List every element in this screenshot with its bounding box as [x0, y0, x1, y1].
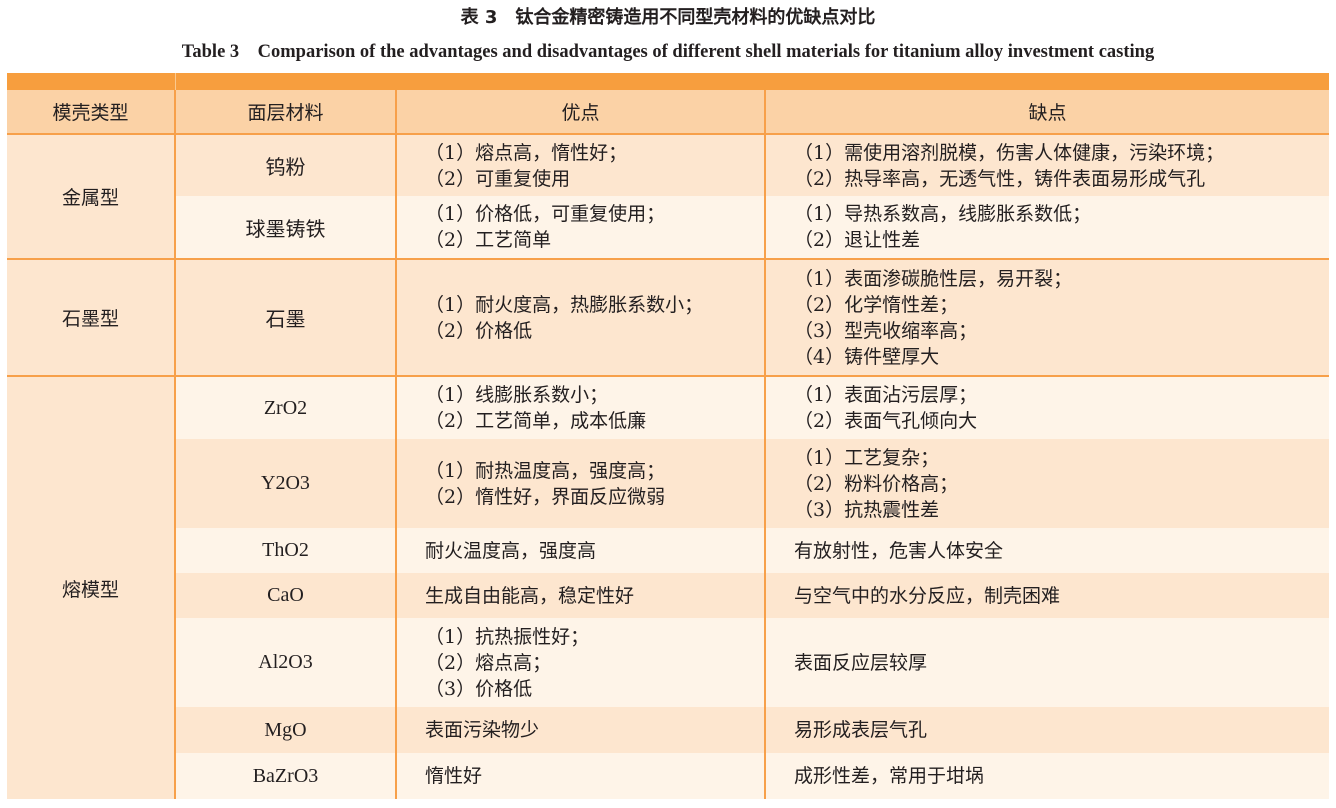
- advantage-line: （1）熔点高，惰性好；: [425, 141, 628, 164]
- top-bar-divider: [175, 73, 176, 90]
- header-row: 模壳类型 面层材料 优点 缺点: [7, 90, 1329, 135]
- face-material-cell: ZrO2: [174, 375, 397, 439]
- advantage-line: 生成自由能高，稳定性好: [425, 584, 635, 607]
- disadvantages-cell: 成形性差，常用于坩埚: [764, 753, 1329, 799]
- face-material-cell: ThO2: [175, 528, 397, 573]
- face-material-cell: 钨粉: [174, 134, 397, 196]
- table-row: 球墨铸铁 （1）价格低，可重复使用； （2）工艺简单 （1）导热系数高，线膨胀系数低；…: [7, 196, 1329, 259]
- advantages-cell: 耐火温度高，强度高: [395, 528, 766, 573]
- advantages-cell: （1）价格低，可重复使用； （2）工艺简单: [395, 196, 766, 259]
- table-top-bar: [7, 73, 1329, 90]
- disadvantage-line: （3）型壳收缩率高；: [794, 319, 978, 342]
- shell-type-cell: 金属型: [7, 134, 176, 259]
- advantages-cell: （1）抗热振性好； （2）熔点高； （3）价格低: [395, 618, 766, 707]
- advantage-line: （1）抗热振性好；: [425, 625, 590, 648]
- header-face-material: 面层材料: [174, 90, 397, 135]
- disadvantage-line: （2）退让性差: [794, 229, 921, 251]
- disadvantages-cell: 表面反应层较厚: [764, 618, 1329, 707]
- advantage-line: （2）熔点高；: [425, 651, 552, 674]
- advantages-cell: （1）耐热温度高，强度高； （2）惰性好，界面反应微弱: [395, 439, 766, 528]
- disadvantage-line: 有放射性，危害人体安全: [794, 539, 1004, 562]
- disadvantages-cell: （1）表面沾污层厚； （2）表面气孔倾向大: [764, 375, 1329, 439]
- table-row: BaZrO3 惰性好 成形性差，常用于坩埚: [7, 753, 1329, 799]
- disadvantages-cell: 与空气中的水分反应，制壳困难: [764, 573, 1329, 618]
- disadvantage-line: （1）需使用溶剂脱模，伤害人体健康，污染环境；: [794, 141, 1225, 164]
- table-row: Al2O3 （1）抗热振性好； （2）熔点高； （3）价格低 表面反应层较厚: [7, 618, 1329, 707]
- disadvantage-line: （1）表面沾污层厚；: [794, 384, 978, 406]
- advantage-line: （1）线膨胀系数小；: [425, 384, 609, 406]
- advantage-line: （2）惰性好，界面反应微弱: [425, 485, 666, 508]
- advantage-line: （1）耐热温度高，强度高；: [425, 459, 666, 482]
- disadvantages-cell: （1）表面渗碳脆性层，易开裂； （2）化学惰性差； （3）型壳收缩率高； （4）铸件壁…: [764, 258, 1329, 376]
- table-row: Y2O3 （1）耐热温度高，强度高； （2）惰性好，界面反应微弱 （1）工艺复杂； （2…: [7, 439, 1329, 528]
- advantages-cell: 惰性好: [395, 753, 766, 799]
- disadvantage-line: 成形性差，常用于坩埚: [794, 765, 985, 787]
- disadvantage-line: （2）化学惰性差；: [794, 293, 959, 316]
- disadvantage-line: （2）热导率高，无透气性，铸件表面易形成气孔: [794, 167, 1206, 190]
- disadvantage-line: （4）铸件壁厚大: [794, 345, 940, 368]
- face-material-cell: Al2O3: [175, 618, 397, 707]
- advantage-line: （1）价格低，可重复使用；: [425, 203, 666, 225]
- disadvantage-line: （2）表面气孔倾向大: [794, 410, 978, 432]
- disadvantage-line: 易形成表层气孔: [794, 719, 928, 741]
- disadvantage-line: （1）表面渗碳脆性层，易开裂；: [794, 267, 1073, 290]
- advantage-line: （2）工艺简单: [425, 229, 552, 251]
- face-material-cell: MgO: [175, 707, 397, 753]
- header-disadvantages: 缺点: [764, 90, 1329, 135]
- disadvantages-cell: （1）需使用溶剂脱模，伤害人体健康，污染环境； （2）热导率高，无透气性，铸件表面…: [764, 134, 1329, 196]
- advantage-line: （2）可重复使用: [425, 167, 571, 190]
- shell-type-cell: 熔模型: [7, 375, 176, 799]
- table-row: MgO 表面污染物少 易形成表层气孔: [7, 707, 1329, 753]
- advantages-cell: （1）耐火度高，热膨胀系数小； （2）价格低: [395, 258, 766, 376]
- disadvantages-cell: （1）导热系数高，线膨胀系数低； （2）退让性差: [764, 196, 1329, 259]
- disadvantages-cell: （1）工艺复杂； （2）粉料价格高； （3）抗热震性差: [764, 439, 1329, 528]
- table-row: 熔模型 ZrO2 （1）线膨胀系数小； （2）工艺简单，成本低廉 （1）表面沾污层厚；（…: [7, 375, 1329, 799]
- face-material-cell: CaO: [175, 573, 397, 618]
- disadvantage-line: （2）粉料价格高；: [794, 472, 959, 495]
- advantages-cell: （1）熔点高，惰性好； （2）可重复使用: [395, 134, 766, 196]
- face-material-cell: 石墨: [174, 258, 397, 376]
- table-body: 金属型 钨粉 （1）熔点高，惰性好； （2）可重复使用 （1）需使用溶剂脱模，伤害人体健…: [7, 134, 1329, 799]
- advantage-line: 耐火温度高，强度高: [425, 539, 597, 562]
- face-material-cell: 球墨铸铁: [175, 196, 397, 259]
- comparison-table: 模壳类型 面层材料 优点 缺点 金属型 钨粉 （1）熔点高，惰性好； （2）可重复使用…: [7, 90, 1329, 799]
- header-shell-type: 模壳类型: [7, 90, 176, 135]
- advantage-line: 表面污染物少: [425, 719, 540, 741]
- disadvantage-line: （1）工艺复杂；: [794, 446, 940, 469]
- disadvantage-line: 表面反应层较厚: [794, 651, 928, 674]
- table-row: CaO 生成自由能高，稳定性好 与空气中的水分反应，制壳困难: [7, 573, 1329, 618]
- advantage-line: （1）耐火度高，热膨胀系数小；: [425, 293, 704, 316]
- disadvantage-line: （3）抗热震性差: [794, 498, 940, 521]
- advantage-line: （3）价格低: [425, 677, 533, 700]
- advantage-line: （2）价格低: [425, 319, 533, 342]
- table-caption-cn: 表 3 钛合金精密铸造用不同型壳材料的优缺点对比: [460, 7, 876, 28]
- table-row: 石墨型 石墨 （1）耐火度高，热膨胀系数小； （2）价格低 （1）表面渗碳脆性层，易开裂…: [7, 258, 1329, 376]
- table-caption-en: Table 3 Comparison of the advantages and…: [181, 42, 1155, 62]
- disadvantages-cell: 有放射性，危害人体安全: [764, 528, 1329, 573]
- shell-type-cell: 石墨型: [7, 258, 176, 376]
- advantages-cell: （1）线膨胀系数小； （2）工艺简单，成本低廉: [395, 375, 766, 439]
- table-row: 金属型 钨粉 （1）熔点高，惰性好； （2）可重复使用 （1）需使用溶剂脱模，伤害人体健…: [7, 134, 1329, 259]
- table-row: ThO2 耐火温度高，强度高 有放射性，危害人体安全: [7, 528, 1329, 573]
- face-material-cell: BaZrO3: [175, 753, 397, 799]
- disadvantages-cell: 易形成表层气孔: [764, 707, 1329, 753]
- face-material-cell: Y2O3: [175, 439, 397, 528]
- advantages-cell: 生成自由能高，稳定性好: [395, 573, 766, 618]
- disadvantage-line: （1）导热系数高，线膨胀系数低；: [794, 203, 1092, 225]
- disadvantage-line: 与空气中的水分反应，制壳困难: [794, 584, 1061, 607]
- advantages-cell: 表面污染物少: [395, 707, 766, 753]
- advantage-line: 惰性好: [425, 765, 483, 787]
- advantage-line: （2）工艺简单，成本低廉: [425, 410, 647, 432]
- header-advantages: 优点: [395, 90, 766, 135]
